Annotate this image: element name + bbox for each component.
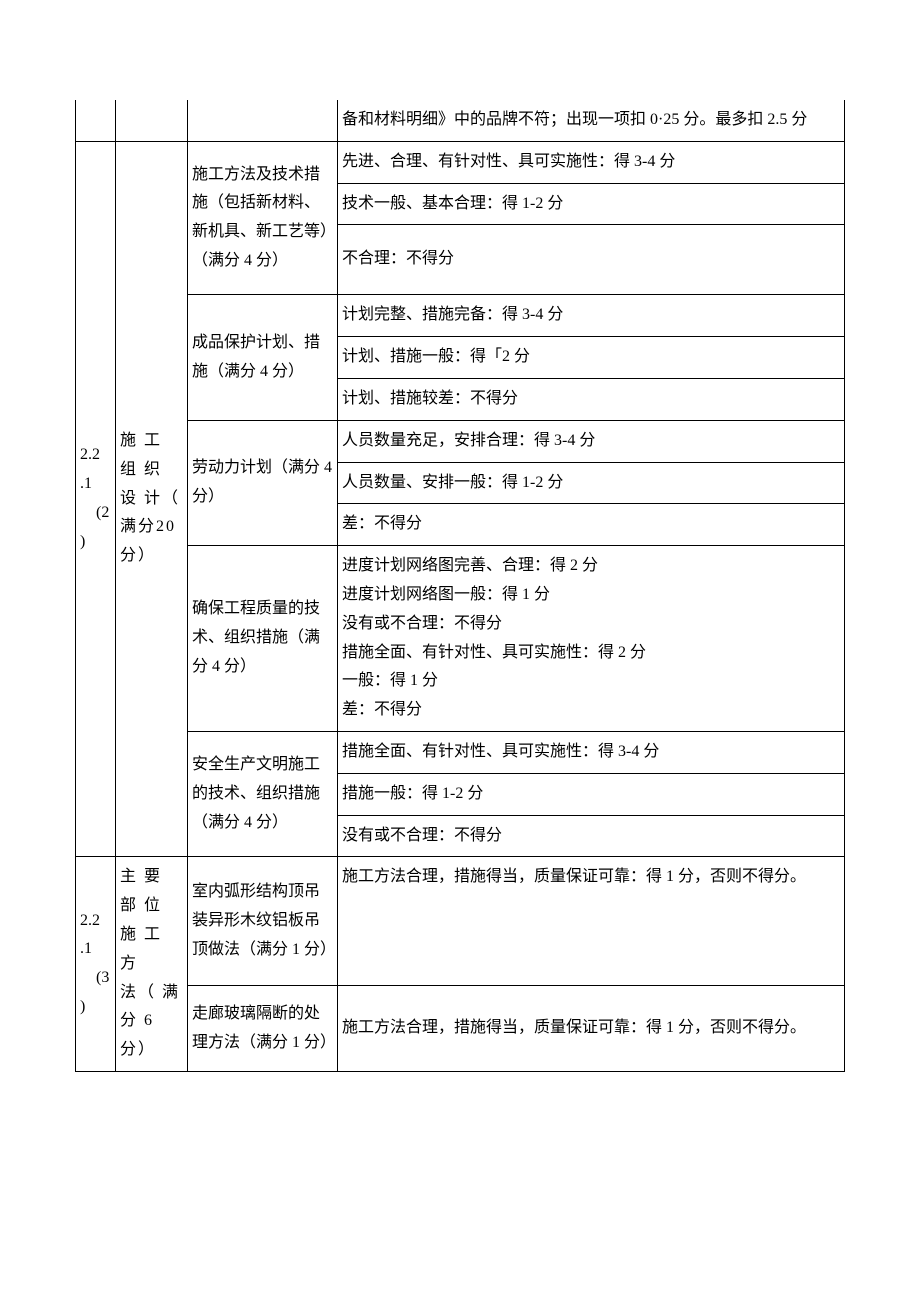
item3-crit2: 人员数量、安排一般：得 1-2 分 <box>338 462 845 504</box>
scoring-table: 备和材料明细》中的品牌不符；出现一项扣 0·25 分。最多扣 2.5 分 2.2… <box>75 100 845 1072</box>
category-221-2: 施 工 组 织 设 计（ 满分20分） <box>116 141 188 857</box>
cell-prev-col2 <box>116 100 188 141</box>
sec3-item1-label: 室内弧形结构顶吊装异形木纹铝板吊顶做法（满分 1 分） <box>188 857 338 986</box>
item1-label: 施工方法及技术措施（包括新材料、新机具、新工艺等）（满分 4 分） <box>188 141 338 295</box>
item1-crit2: 技术一般、基本合理：得 1-2 分 <box>338 183 845 225</box>
item2-crit2: 计划、措施一般：得「2 分 <box>338 337 845 379</box>
item5-label: 安全生产文明施工的技术、组织措施（满分 4 分） <box>188 731 338 856</box>
item2-crit1: 计划完整、措施完备：得 3-4 分 <box>338 295 845 337</box>
item5-crit3: 没有或不合理：不得分 <box>338 815 845 857</box>
item5-crit2: 措施一般：得 1-2 分 <box>338 773 845 815</box>
category-221-3: 主 要 部 位 施 工 方 法（ 满分 6 分） <box>116 857 188 1072</box>
item3-crit3: 差：不得分 <box>338 504 845 546</box>
sec3-item2-crit: 施工方法合理，措施得当，质量保证可靠：得 1 分，否则不得分。 <box>338 986 845 1072</box>
item1-crit1: 先进、合理、有针对性、具可实施性：得 3-4 分 <box>338 141 845 183</box>
cell-prev-col1 <box>76 100 116 141</box>
item1-crit3: 不合理：不得分 <box>338 225 845 295</box>
index-221-2: 2.2 .1 (2 ) <box>76 141 116 857</box>
item3-crit1: 人员数量充足，安排合理：得 3-4 分 <box>338 420 845 462</box>
item2-crit3: 计划、措施较差：不得分 <box>338 378 845 420</box>
item2-label: 成品保护计划、措施（满分 4 分） <box>188 295 338 420</box>
cell-prev-col4: 备和材料明细》中的品牌不符；出现一项扣 0·25 分。最多扣 2.5 分 <box>338 100 845 141</box>
index-221-3: 2.2 .1 (3 ) <box>76 857 116 1072</box>
sec3-item2-label: 走廊玻璃隔断的处理方法（满分 1 分） <box>188 986 338 1072</box>
item4-criteria: 进度计划网络图完善、合理：得 2 分 进度计划网络图一般：得 1 分 没有或不合… <box>338 546 845 732</box>
item4-label: 确保工程质量的技术、组织措施（满分 4 分） <box>188 546 338 732</box>
cell-prev-col3 <box>188 100 338 141</box>
item3-label: 劳动力计划（满分 4 分） <box>188 420 338 545</box>
sec3-item1-crit: 施工方法合理，措施得当，质量保证可靠：得 1 分，否则不得分。 <box>338 857 845 986</box>
item5-crit1: 措施全面、有针对性、具可实施性：得 3-4 分 <box>338 731 845 773</box>
